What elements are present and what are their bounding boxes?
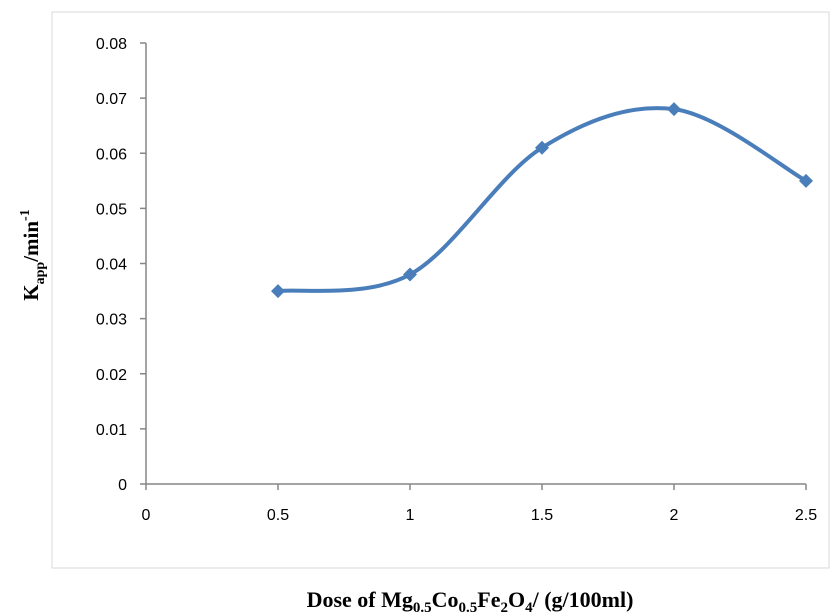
y-tick-label: 0.08 — [96, 36, 127, 53]
x-axis-label: Dose of Mg0.5Co0.5Fe2O4/ (g/100ml) — [307, 587, 634, 616]
series-markers — [271, 102, 813, 299]
x-tick-label: 0 — [142, 507, 151, 524]
series-line — [276, 106, 808, 294]
x-tick-label: 2 — [670, 507, 679, 524]
data-point-marker — [403, 267, 417, 282]
y-tick-label: 0.06 — [96, 146, 127, 163]
y-tick-label: 0.05 — [96, 201, 127, 218]
y-axis-ticks: 0 0.01 0.02 0.03 0.04 0.05 0.06 0.07 0.08 — [96, 36, 146, 494]
x-tick-label: 2.5 — [795, 507, 817, 524]
y-tick-label: 0.01 — [96, 422, 127, 439]
y-tick-label: 0.03 — [96, 312, 127, 329]
y-tick-label: 0.07 — [96, 91, 127, 108]
x-tick-label: 1 — [406, 507, 415, 524]
data-point-marker — [271, 284, 285, 299]
data-point-marker — [799, 173, 813, 188]
data-point-marker — [667, 102, 681, 117]
y-tick-label: 0.04 — [96, 257, 127, 274]
x-tick-label: 0.5 — [267, 507, 289, 524]
x-tick-label: 1.5 — [531, 507, 553, 524]
plot-frame — [51, 11, 830, 569]
y-tick-label: 0.02 — [96, 367, 127, 384]
data-point-marker — [535, 140, 549, 155]
y-axis-label: Kapp/min-1 — [18, 209, 48, 300]
y-tick-label: 0 — [118, 477, 127, 494]
x-axis-ticks: 0 0.5 1 1.5 2 2.5 — [142, 484, 817, 524]
